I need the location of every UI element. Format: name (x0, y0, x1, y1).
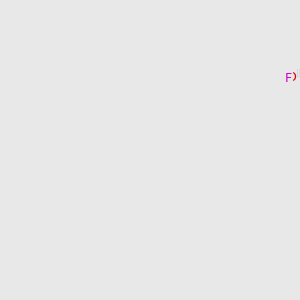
Text: F: F (285, 72, 292, 85)
Text: O: O (292, 68, 300, 81)
Text: H: H (287, 71, 295, 81)
Text: H: H (290, 69, 299, 79)
Text: N: N (290, 68, 300, 81)
Text: O: O (286, 71, 296, 84)
Text: N: N (287, 70, 296, 83)
